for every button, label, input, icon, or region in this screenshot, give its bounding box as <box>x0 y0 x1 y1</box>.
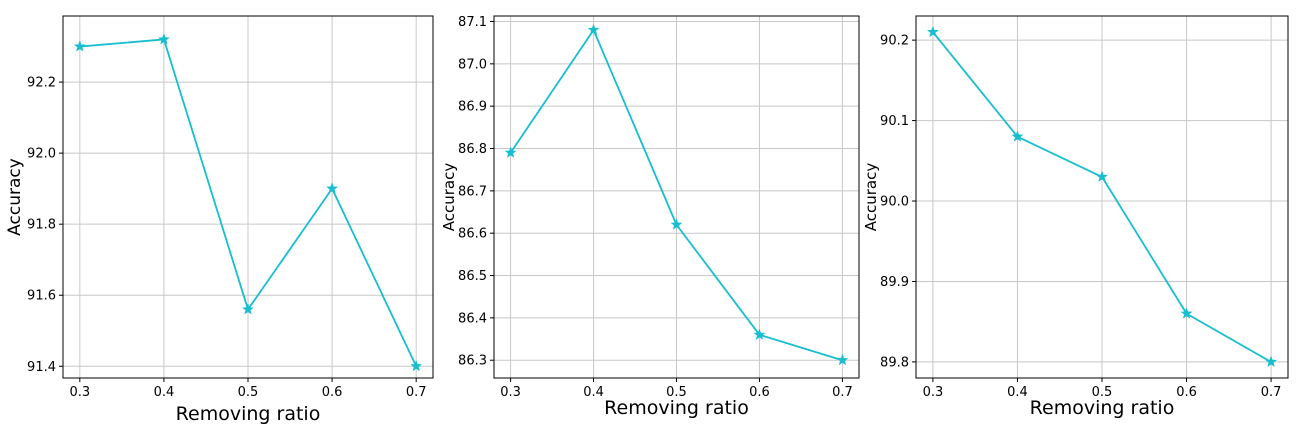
data-point-star <box>73 40 86 52</box>
x-tick-label: 0.3 <box>69 385 90 400</box>
y-axis-title: Accuracy <box>5 158 25 236</box>
y-tick-label: 92.2 <box>27 76 56 91</box>
data-point-star <box>157 33 170 45</box>
data-point-star <box>1095 170 1109 183</box>
chart-panel-3: 0.3 0.4 0.5 0.6 0.7 89.8 89.9 90.0 90.1 90.2 Remov… <box>862 15 1289 419</box>
y-axis-title: Accuracy <box>440 163 458 232</box>
x-axis-title: Removing ratio <box>176 403 321 425</box>
data-point-star <box>1011 130 1024 142</box>
data-point-star <box>1180 307 1193 319</box>
y-tick-label: 91.4 <box>27 360 56 375</box>
x-tick-label: 0.6 <box>322 385 343 400</box>
y-tick-label: 86.9 <box>458 100 487 115</box>
x-tick-label: 0.6 <box>1176 385 1197 400</box>
x-tick-label: 0.3 <box>923 385 944 400</box>
x-tick-label: 0.4 <box>1007 385 1028 400</box>
data-point-star <box>410 359 423 372</box>
x-tick-label: 0.5 <box>666 385 687 400</box>
x-tick-label: 0.3 <box>500 385 521 400</box>
y-tick-label: 89.9 <box>880 275 909 290</box>
y-tick-label: 86.6 <box>458 227 487 242</box>
data-point-star <box>241 303 255 315</box>
y-tick-label: 92.0 <box>27 147 56 162</box>
x-tick-label: 0.4 <box>154 385 175 400</box>
chart-panel-2: 0.3 0.4 0.5 0.6 0.7 86.3 86.4 86.5 86.6 86.7 86.8 8… <box>440 15 860 419</box>
plot-frame <box>493 15 860 379</box>
x-axis-title: Removing ratio <box>1030 397 1175 419</box>
x-tick-label: 0.4 <box>583 385 604 400</box>
x-tick-label: 0.6 <box>749 385 770 400</box>
data-point-star <box>504 146 517 158</box>
y-tick-label: 90.1 <box>880 114 909 129</box>
x-tick-label: 0.7 <box>1261 385 1282 400</box>
y-tick-label: 86.3 <box>458 354 487 369</box>
y-tick-label: 87.0 <box>458 57 487 72</box>
plot-frame <box>915 15 1289 379</box>
chart-panel-1: 0.3 0.4 0.5 0.6 0.7 91.4 91.6 91.8 92.0 92.2 Remov… <box>5 15 434 425</box>
y-tick-label: 86.8 <box>458 142 487 157</box>
y-tick-label: 87.1 <box>458 15 487 30</box>
data-point-star <box>587 23 600 36</box>
plot-frame <box>62 15 434 379</box>
y-tick-label: 90.2 <box>880 34 909 49</box>
data-point-star <box>836 353 849 366</box>
y-tick-label: 90.0 <box>880 195 909 210</box>
data-point-star <box>926 25 939 38</box>
x-axis-title: Removing ratio <box>604 397 749 419</box>
data-point-star <box>753 328 766 340</box>
y-tick-label: 86.4 <box>458 311 487 326</box>
x-tick-label: 0.7 <box>406 385 427 400</box>
y-tick-label: 91.8 <box>27 218 56 233</box>
y-tick-label: 89.8 <box>880 355 909 370</box>
y-tick-label: 86.7 <box>458 184 487 199</box>
data-point-star <box>326 182 339 194</box>
data-point-star <box>1265 355 1278 368</box>
data-point-star <box>670 218 683 230</box>
y-axis-title: Accuracy <box>862 163 880 232</box>
y-tick-label: 86.5 <box>458 269 487 284</box>
x-tick-label: 0.7 <box>832 385 853 400</box>
y-tick-label: 91.6 <box>27 289 56 304</box>
x-tick-label: 0.5 <box>1092 385 1113 400</box>
x-tick-label: 0.5 <box>238 385 259 400</box>
